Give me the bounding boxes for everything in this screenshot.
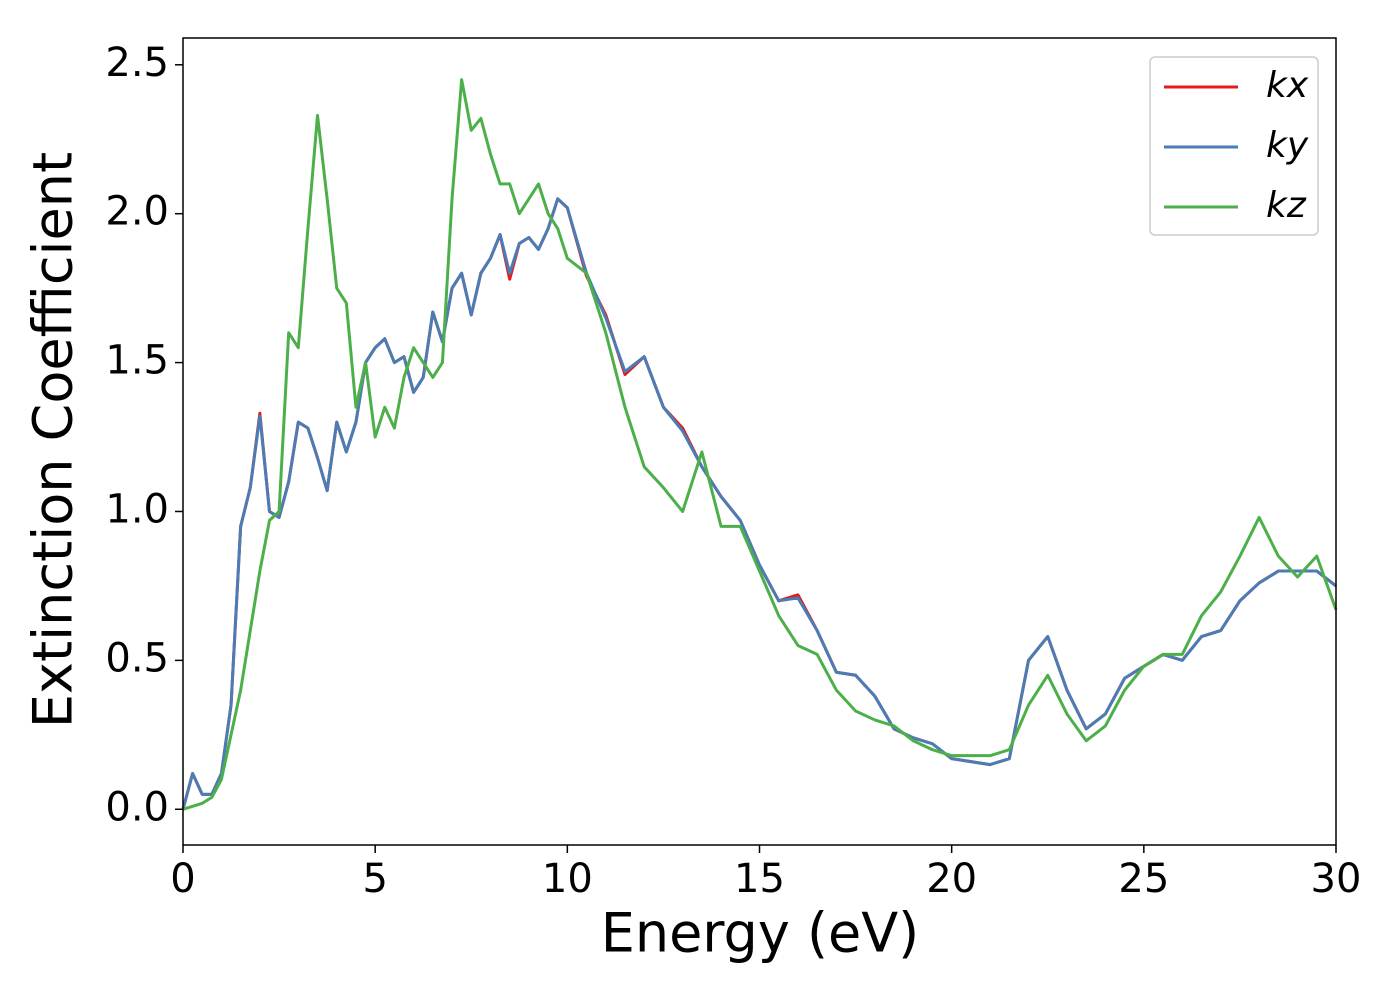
x-tick-label: 5: [362, 856, 387, 902]
series-line: [181, 197, 1337, 810]
legend-label: kx: [1266, 65, 1309, 106]
x-axis-label: Energy (eV): [601, 902, 920, 965]
y-tick-label: 1.0: [105, 486, 169, 532]
x-tick-label: 20: [926, 856, 977, 902]
x-tick-label: 30: [1311, 856, 1362, 902]
series-line: [181, 197, 1337, 810]
y-tick-label: 1.5: [105, 338, 169, 384]
y-tick-label: 0.0: [105, 784, 169, 830]
x-tick-label: 0: [170, 856, 195, 902]
y-tick-label: 2.5: [105, 40, 169, 86]
x-tick-label: 10: [542, 856, 593, 902]
x-tick-label: 15: [734, 856, 785, 902]
y-axis-label: Extinction Coefficient: [22, 152, 85, 728]
x-tick-label: 25: [1118, 856, 1169, 902]
y-tick-label: 0.5: [105, 635, 169, 681]
series-line: [182, 78, 1338, 811]
y-tick-label: 2.0: [105, 189, 169, 235]
plot-frame: [182, 37, 1337, 846]
legend-label: kz: [1266, 185, 1307, 226]
legend-label: ky: [1266, 125, 1309, 166]
